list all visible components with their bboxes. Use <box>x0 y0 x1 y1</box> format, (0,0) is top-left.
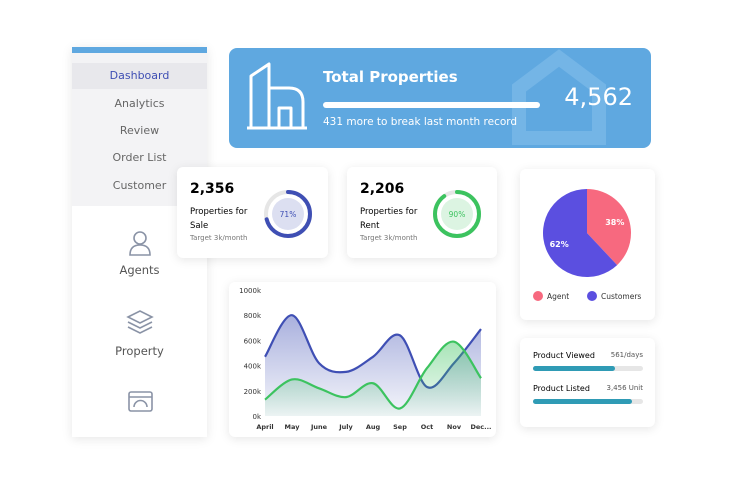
sidebar-icons <box>126 231 154 412</box>
donut: 71% <box>264 190 312 238</box>
product-label: Product Viewed <box>533 351 595 360</box>
banner-watermark <box>512 49 606 145</box>
banner: Total Properties 431 more to break last … <box>229 48 651 148</box>
pie-slice <box>543 189 618 277</box>
pie-card: 38% 62% Agent Customers <box>520 169 655 320</box>
legend-label: Agent <box>547 292 569 301</box>
x-tick-label: Oct <box>421 423 434 431</box>
stat-card: 2,206 Properties for Rent Target 3k/mont… <box>347 167 497 258</box>
donut-label: 71% <box>280 210 297 219</box>
menu-item[interactable]: Customer <box>112 179 167 192</box>
donut-center <box>441 198 473 230</box>
pie-chart: 38% 62% Agent Customers <box>533 189 641 301</box>
legend-swatch <box>533 291 543 301</box>
pie-slice <box>587 189 631 266</box>
y-tick-label: 0k <box>252 413 261 421</box>
area <box>265 341 481 416</box>
stat-value: 2,356 <box>190 181 235 197</box>
stat-label: Properties for Rent <box>360 207 418 231</box>
stat-target: Target 3k/month <box>360 234 418 242</box>
x-tick-label: Aug <box>366 423 381 431</box>
x-tick-label: Nov <box>447 423 462 431</box>
sidebar-item[interactable]: Agents <box>119 263 160 277</box>
y-tick-label: 200k <box>244 388 262 396</box>
product-card: Product Viewed 561/days Product Listed 3… <box>520 338 655 427</box>
donut-arc <box>433 190 481 238</box>
stat-value: 2,206 <box>360 181 405 197</box>
line-card: 0k 200k 400k 600k 800k 1000k April May June July A… <box>229 282 496 437</box>
x-tick-label: April <box>256 423 273 431</box>
y-tick-label: 1000k <box>239 287 262 295</box>
stat-card: 2,356 Properties for Sale Target 3k/mont… <box>177 167 328 258</box>
x-tick-label: Dec... <box>470 423 491 431</box>
building-icon <box>247 62 307 130</box>
menu-highlight <box>72 63 207 89</box>
donut: 90% <box>433 190 481 238</box>
product-value: 3,456 Unit <box>606 384 643 392</box>
banner-value: 4,562 <box>564 83 633 111</box>
product-fill <box>533 399 632 404</box>
banner-art <box>247 49 606 145</box>
menu-item[interactable]: Order List <box>112 151 167 164</box>
property-icon <box>126 310 154 334</box>
y-tick-label: 600k <box>244 337 262 345</box>
legend-label: Customers <box>601 292 641 301</box>
sidebar-accent <box>72 47 207 53</box>
product-track <box>533 366 643 371</box>
x-tick-label: June <box>310 423 328 431</box>
banner-note: 431 more to break last month record <box>323 116 518 128</box>
menu-item[interactable]: Analytics <box>114 97 165 110</box>
x-tick-label: Sep <box>393 423 407 431</box>
product-track <box>533 399 643 404</box>
donut-center <box>272 198 304 230</box>
window-icon <box>128 391 153 412</box>
line-chart: 0k 200k 400k 600k 800k 1000k April May June July A… <box>239 287 491 431</box>
product-label: Product Listed <box>533 384 590 393</box>
menu-item[interactable]: Dashboard <box>109 69 170 82</box>
stat-target: Target 3k/month <box>190 234 248 242</box>
y-tick-label: 400k <box>244 363 262 371</box>
banner-title: Total Properties <box>323 68 458 86</box>
sidebar-item[interactable]: Property <box>115 344 164 358</box>
menu-item[interactable]: Review <box>119 124 160 137</box>
pie-label: 62% <box>550 240 569 249</box>
x-tick-label: July <box>338 423 353 431</box>
banner-progress <box>323 102 540 108</box>
x-tick-label: May <box>285 423 301 431</box>
agent-icon <box>129 231 151 256</box>
line <box>264 340 482 410</box>
product-value: 561/days <box>610 351 643 359</box>
stat-label: Properties for Sale <box>190 207 248 231</box>
donut-arc <box>264 190 312 238</box>
donut-label: 90% <box>449 210 466 219</box>
pie-label: 38% <box>605 218 624 227</box>
y-tick-label: 800k <box>244 312 262 320</box>
legend-swatch <box>587 291 597 301</box>
product-fill <box>533 366 615 371</box>
